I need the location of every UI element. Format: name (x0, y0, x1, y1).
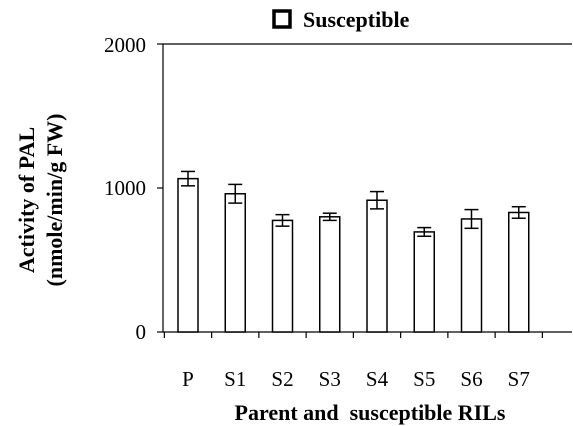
x-tick-label: S3 (319, 367, 341, 391)
bar-S5 (413, 231, 435, 333)
bar-S4 (366, 199, 388, 333)
legend-swatch (272, 9, 292, 29)
bars (177, 170, 530, 333)
x-tick-label: S5 (413, 367, 435, 391)
y-axis-title: Activity of PAL (nmole/min/g FW) (14, 114, 67, 287)
bar-S6 (460, 218, 483, 333)
x-tick-label: S1 (224, 367, 246, 391)
y-axis-title-line2: (nmole/min/g FW) (42, 114, 67, 287)
legend: Susceptible (272, 7, 410, 32)
bar-S1 (224, 193, 246, 333)
y-tick-label: 2000 (104, 33, 146, 57)
legend-label: Susceptible (303, 7, 410, 32)
y-axis-title-line1: Activity of PAL (14, 127, 39, 273)
x-tick-label: S6 (460, 367, 482, 391)
bar-P (177, 177, 199, 333)
bar-S7 (508, 211, 530, 333)
x-tick-label: S2 (271, 367, 293, 391)
y-tick-label: 1000 (104, 176, 146, 200)
x-tick-label: P (182, 367, 194, 391)
y-tick-label: 0 (136, 320, 147, 344)
x-axis-title: Parent and susceptible RILs (235, 400, 506, 425)
x-tick-label: S7 (508, 367, 530, 391)
x-ticks: P S1 S2 S3 S4 S5 S6 S7 (157, 43, 543, 391)
y-tick-labels: 2000 1000 0 (104, 33, 146, 344)
bar-S2 (271, 219, 294, 333)
bar-S3 (319, 216, 341, 333)
x-tick-label: S4 (366, 367, 389, 391)
